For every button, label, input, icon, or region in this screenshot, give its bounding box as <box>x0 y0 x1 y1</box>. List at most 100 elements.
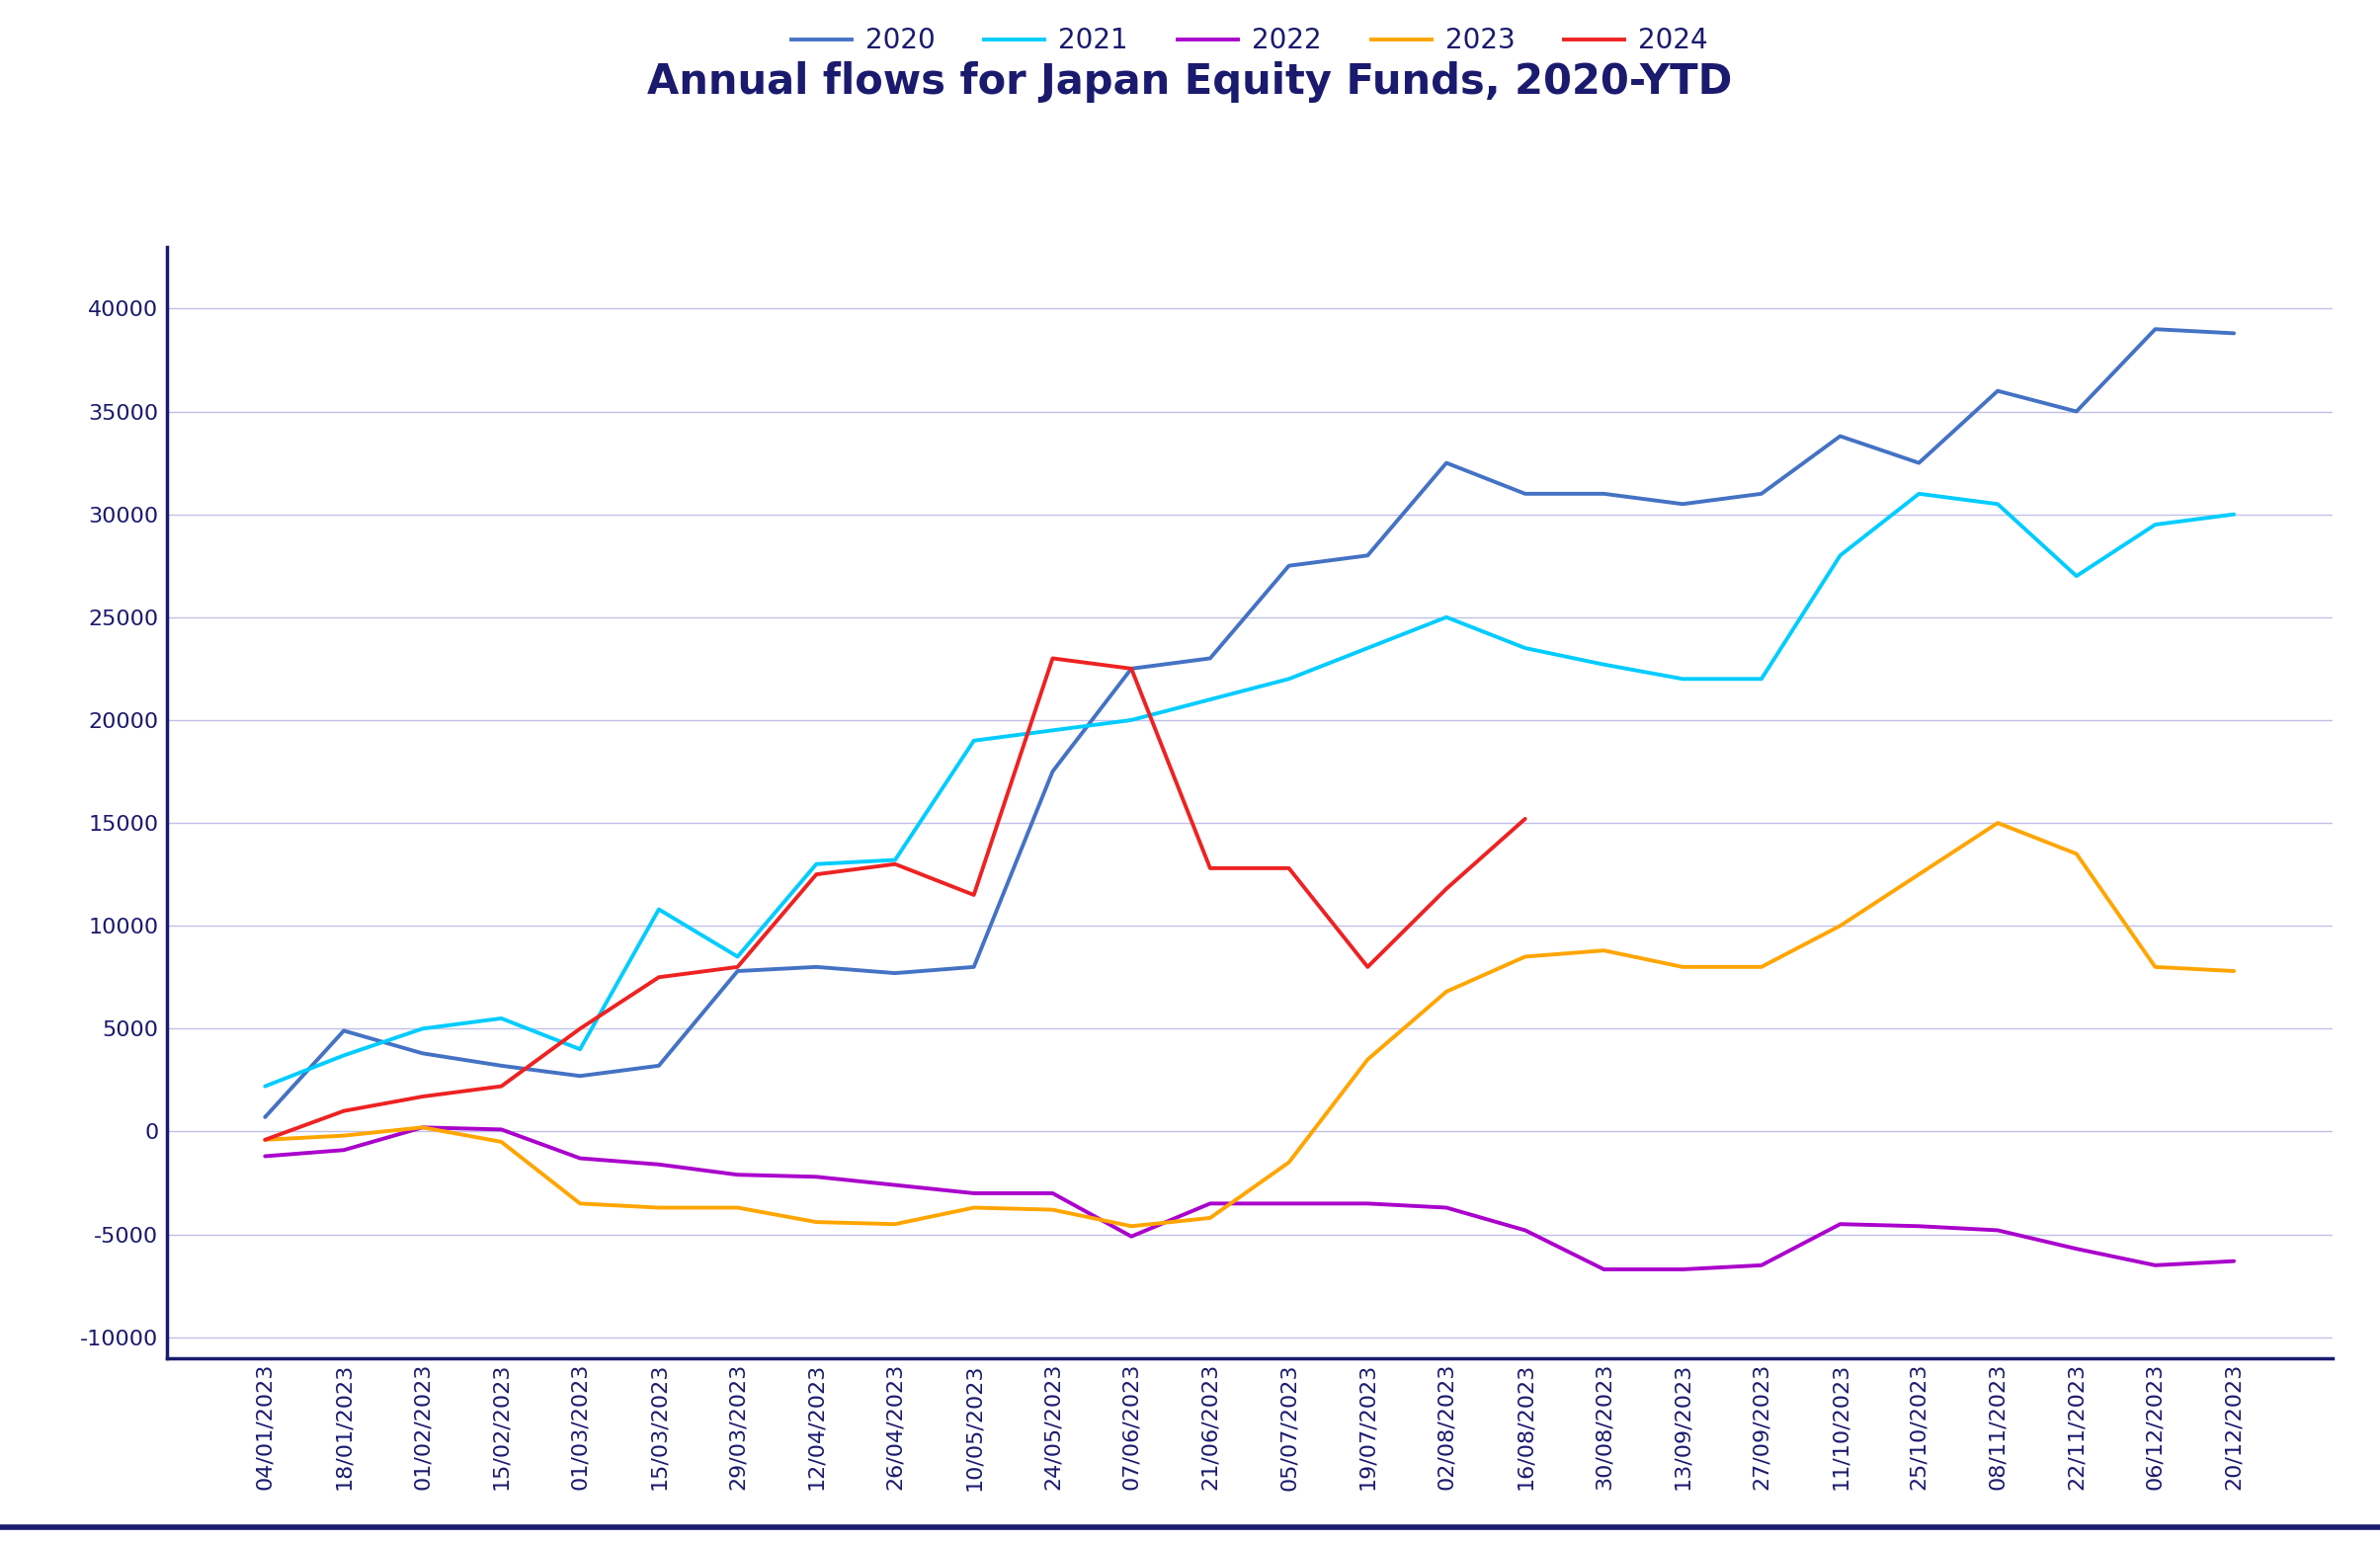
2020 <box>2061 403 2090 421</box>
2024 <box>488 1077 516 1096</box>
2022 <box>409 1119 438 1137</box>
2022 <box>1038 1183 1066 1202</box>
2024 <box>1511 810 1540 829</box>
2024 <box>1038 650 1066 668</box>
2023 <box>1354 1051 1383 1069</box>
2022 <box>328 1140 357 1159</box>
2020 <box>1511 485 1540 503</box>
2024 <box>1354 958 1383 977</box>
2022 <box>1276 1194 1304 1213</box>
2023 <box>1983 813 2011 832</box>
2020 <box>881 964 909 983</box>
2021 <box>1511 639 1540 657</box>
2022 <box>1116 1227 1145 1245</box>
2020 <box>250 1108 278 1126</box>
2022 <box>724 1165 752 1183</box>
2024 <box>802 866 831 884</box>
2023 <box>959 1199 988 1217</box>
2020 <box>1825 427 1854 446</box>
2021 <box>1354 639 1383 657</box>
2023 <box>1825 917 1854 935</box>
2021 <box>959 731 988 750</box>
2020 <box>1433 454 1461 472</box>
2021 <box>1825 546 1854 565</box>
2020 <box>1668 495 1697 514</box>
2023 <box>1904 866 1933 884</box>
Text: Annual flows for Japan Equity Funds, 2020-YTD: Annual flows for Japan Equity Funds, 202… <box>647 62 1733 103</box>
2020 <box>409 1045 438 1063</box>
2022 <box>2142 1256 2171 1275</box>
2021 <box>2221 505 2249 523</box>
2022 <box>566 1150 595 1168</box>
2021 <box>409 1020 438 1038</box>
2022 <box>250 1146 278 1165</box>
2021 <box>1904 485 1933 503</box>
2020 <box>1983 381 2011 400</box>
Line: 2023: 2023 <box>264 822 2235 1227</box>
2020 <box>2142 319 2171 338</box>
2023 <box>1590 941 1618 960</box>
2022 <box>1511 1221 1540 1239</box>
Line: 2022: 2022 <box>264 1128 2235 1270</box>
2021 <box>328 1046 357 1065</box>
2021 <box>724 947 752 966</box>
2021 <box>1668 670 1697 688</box>
2023 <box>2142 958 2171 977</box>
2022 <box>802 1168 831 1187</box>
2021 <box>645 900 674 918</box>
2023 <box>1747 958 1775 977</box>
2024 <box>1276 859 1304 878</box>
2020 <box>802 958 831 977</box>
2023 <box>1276 1153 1304 1171</box>
2020 <box>645 1057 674 1075</box>
2022 <box>1747 1256 1775 1275</box>
2022 <box>488 1120 516 1139</box>
2020 <box>1276 557 1304 576</box>
2021 <box>1276 670 1304 688</box>
2023 <box>1433 983 1461 1001</box>
2024 <box>409 1088 438 1106</box>
2022 <box>1590 1261 1618 1279</box>
2020 <box>488 1057 516 1075</box>
2022 <box>1195 1194 1223 1213</box>
2022 <box>1354 1194 1383 1213</box>
2020 <box>1038 762 1066 781</box>
2021 <box>1195 690 1223 708</box>
2021 <box>1116 711 1145 730</box>
Line: 2024: 2024 <box>264 659 1526 1140</box>
2020 <box>566 1066 595 1085</box>
2024 <box>328 1102 357 1120</box>
Legend: 2020, 2021, 2022, 2023, 2024: 2020, 2021, 2022, 2023, 2024 <box>781 15 1718 66</box>
2020 <box>1116 659 1145 677</box>
2023 <box>881 1214 909 1233</box>
2023 <box>802 1213 831 1231</box>
2020 <box>1590 485 1618 503</box>
2022 <box>1433 1199 1461 1217</box>
2021 <box>2061 566 2090 585</box>
2021 <box>1038 721 1066 739</box>
2024 <box>1116 659 1145 677</box>
2022 <box>1668 1261 1697 1279</box>
2022 <box>2221 1251 2249 1270</box>
2021 <box>1983 495 2011 514</box>
2021 <box>566 1040 595 1058</box>
2023 <box>2221 961 2249 980</box>
2023 <box>409 1119 438 1137</box>
2023 <box>1511 947 1540 966</box>
2021 <box>1433 608 1461 626</box>
2024 <box>645 967 674 986</box>
2020 <box>2221 324 2249 343</box>
2024 <box>959 886 988 904</box>
2021 <box>802 855 831 873</box>
2022 <box>645 1156 674 1174</box>
2023 <box>724 1199 752 1217</box>
2021 <box>881 850 909 869</box>
2024 <box>566 1020 595 1038</box>
2023 <box>488 1133 516 1151</box>
2020 <box>1904 454 1933 472</box>
2020 <box>724 961 752 980</box>
2023 <box>566 1194 595 1213</box>
2021 <box>2142 515 2171 534</box>
2023 <box>645 1199 674 1217</box>
2022 <box>2061 1239 2090 1258</box>
